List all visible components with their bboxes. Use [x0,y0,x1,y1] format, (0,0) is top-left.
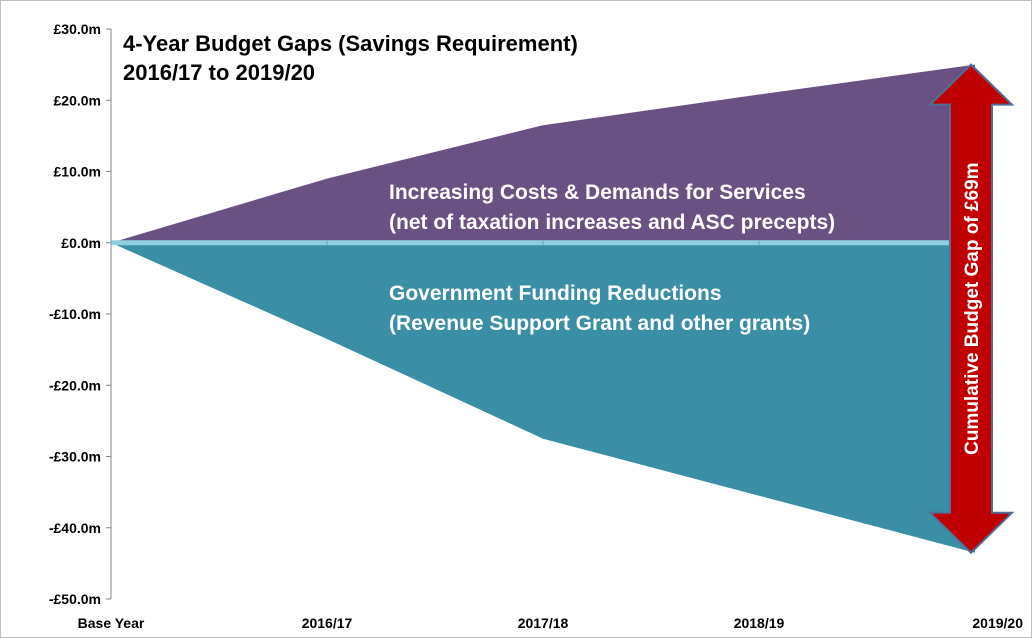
chart-title: 4-Year Budget Gaps (Savings Requirement) [123,31,578,56]
areas-layer [111,64,975,553]
y-tick-label: £10.0m [54,164,101,180]
axis-layer: £30.0m £20.0m £10.0m £0.0m -£10.0m -£20.0m -£3… [49,21,1023,631]
costs-area [111,64,975,243]
y-tick-label: £30.0m [54,21,101,37]
x-tick-label: Base Year [78,615,145,631]
annotation-layer: 4-Year Budget Gaps (Savings Requirement)… [123,31,835,335]
funding-annotation-line-2: (Revenue Support Grant and other grants) [389,312,810,335]
x-tick-label: 2017/18 [518,615,569,631]
gap-arrow-layer: Cumulative Budget Gap of £69m [927,63,1015,555]
costs-annotation-line-2: (net of taxation increases and ASC prece… [389,211,835,234]
y-tick-label: -£40.0m [49,520,101,536]
y-tick-label: -£30.0m [49,449,101,465]
funding-annotation-line-1: Government Funding Reductions [389,282,722,305]
x-tick-label: 2019/20 [972,615,1023,631]
chart-subtitle: 2016/17 to 2019/20 [123,60,315,85]
y-tick-label: £20.0m [54,92,101,108]
x-tick-label: 2018/19 [734,615,785,631]
x-tick-label: 2016/17 [302,615,353,631]
y-tick-label: -£50.0m [49,591,101,607]
y-tick-label: £0.0m [61,235,101,251]
y-tick-label: -£20.0m [49,377,101,393]
gap-arrow [927,63,1015,555]
y-tick-label: -£10.0m [49,306,101,322]
funding-area [111,242,975,553]
costs-annotation-line-1: Increasing Costs & Demands for Services [389,181,806,204]
gap-arrow-label: Cumulative Budget Gap of £69m [962,162,983,454]
